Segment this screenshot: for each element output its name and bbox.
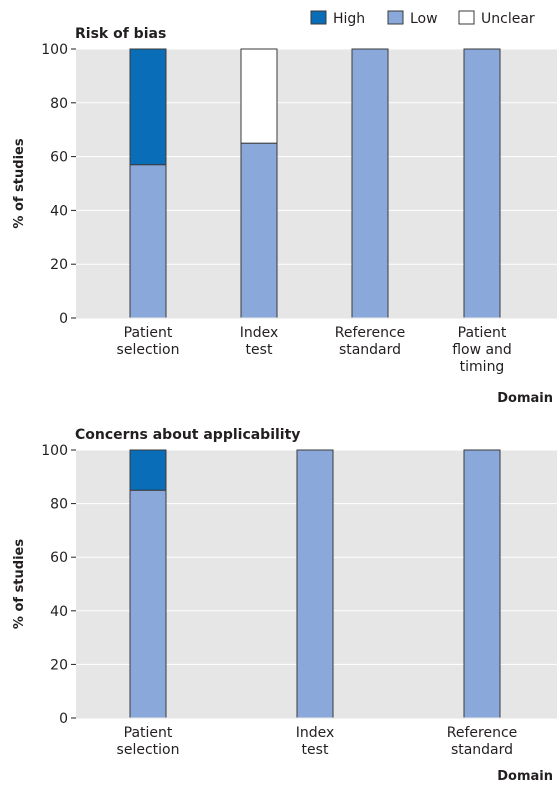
legend-label-low: Low <box>410 11 438 27</box>
x-tick-label: Index <box>240 325 279 341</box>
chart-title: Concerns about applicability <box>75 427 300 443</box>
bar-patient-flow-and-timing-low <box>463 48 501 319</box>
y-tick-label: 60 <box>50 150 68 166</box>
y-tick-label: 20 <box>50 257 68 273</box>
y-tick-label: 0 <box>59 311 68 327</box>
legend-swatch-high <box>310 10 327 25</box>
y-tick-label: 60 <box>50 550 68 566</box>
x-tick-label: Index <box>296 725 335 741</box>
bar-reference-standard-low <box>351 48 389 319</box>
y-tick-label: 20 <box>50 657 68 673</box>
y-tick-label: 40 <box>50 604 68 620</box>
x-tick-label: test <box>246 342 273 358</box>
y-tick-label: 80 <box>50 497 68 513</box>
legend-label-unclear: Unclear <box>481 11 535 27</box>
x-axis-title: Domain <box>497 769 553 784</box>
legend: High Low Unclear <box>310 10 535 27</box>
x-tick-label: Patient <box>124 725 173 741</box>
x-tick-label: Reference <box>447 725 518 741</box>
x-tick-label: Patient <box>124 325 173 341</box>
x-tick-label: Reference <box>335 325 406 341</box>
y-tick-label: 40 <box>50 203 68 219</box>
legend-label-high: High <box>333 11 365 27</box>
risk-of-bias-chart: 020406080100PatientselectionIndextestRef… <box>12 26 557 406</box>
bar-patient-selection-high <box>129 449 167 491</box>
bar-index-test-low <box>296 449 334 719</box>
x-tick-label: test <box>302 742 329 758</box>
bar-patient-selection-low <box>129 164 167 319</box>
x-tick-label: standard <box>451 742 513 758</box>
x-tick-label: flow and <box>452 342 512 358</box>
legend-swatch-low <box>387 10 404 25</box>
y-axis-title: % of studies <box>12 539 27 629</box>
y-axis-title: % of studies <box>12 138 27 228</box>
bar-index-test-unclear <box>240 48 278 144</box>
bar-patient-selection-low <box>129 489 167 719</box>
x-tick-label: Patient <box>458 325 507 341</box>
x-axis-title: Domain <box>497 391 553 406</box>
y-tick-label: 100 <box>41 42 68 58</box>
y-tick-label: 0 <box>59 711 68 727</box>
y-tick-label: 80 <box>50 96 68 112</box>
x-tick-label: selection <box>117 342 180 358</box>
bar-patient-selection-high <box>129 48 167 166</box>
x-tick-label: standard <box>339 342 401 358</box>
x-tick-label: timing <box>460 359 505 375</box>
bar-reference-standard-low <box>463 449 501 719</box>
chart-title: Risk of bias <box>75 26 166 42</box>
y-tick-label: 100 <box>41 443 68 459</box>
legend-swatch-unclear <box>458 10 475 25</box>
bar-index-test-low <box>240 142 278 319</box>
x-tick-label: selection <box>117 742 180 758</box>
